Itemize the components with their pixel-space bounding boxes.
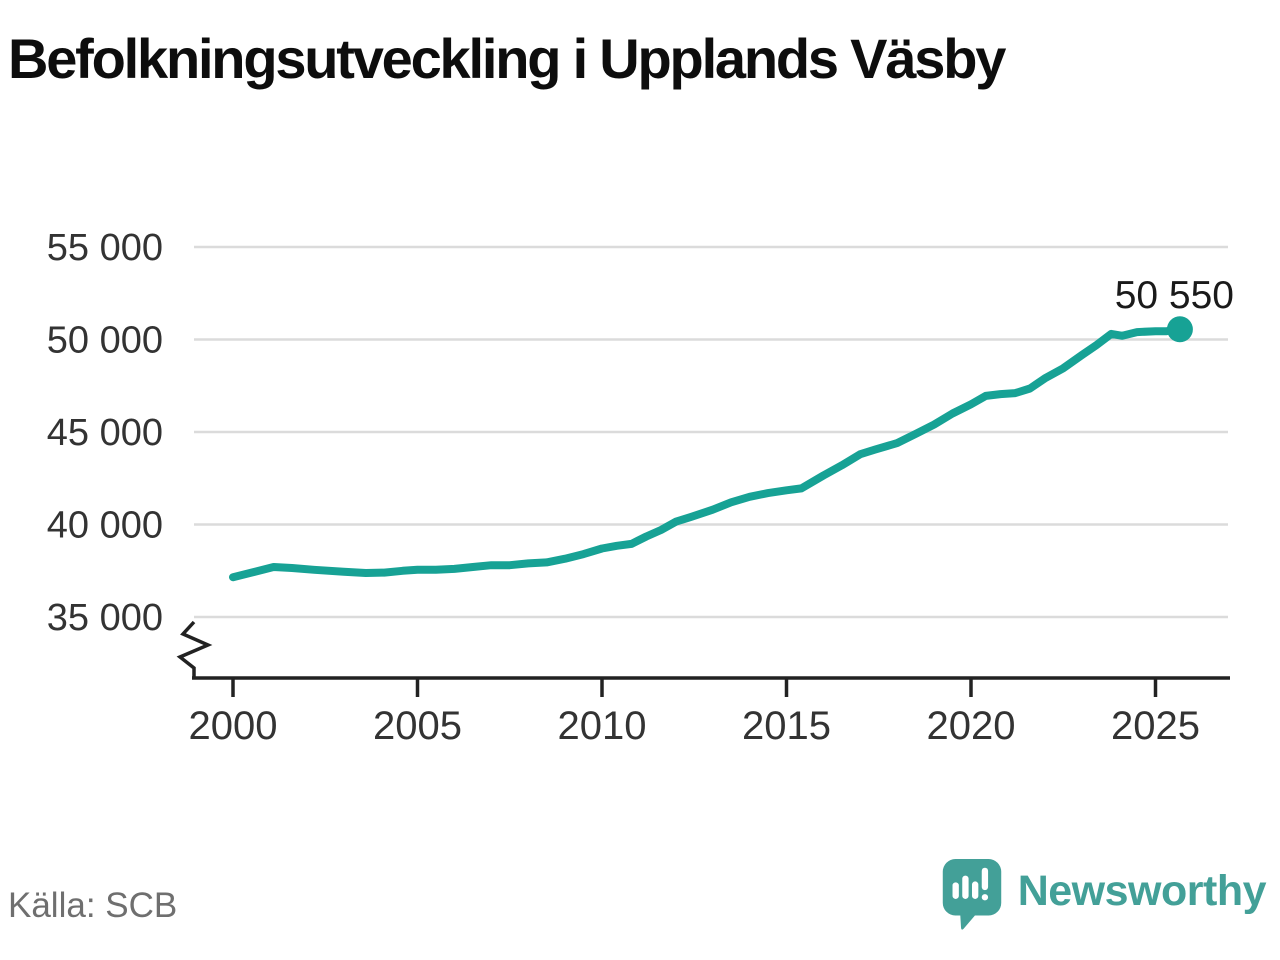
chart-title: Befolkningsutveckling i Upplands Väsby	[8, 27, 1006, 90]
y-axis-tick-label: 55 000	[47, 227, 163, 269]
y-axis-tick-label: 45 000	[47, 412, 163, 454]
newsworthy-logo: Newsworthy	[942, 858, 1267, 936]
endpoint-value-label: 50 550	[1115, 274, 1234, 317]
y-axis-tick-label: 50 000	[47, 320, 163, 362]
logo-bars-glyph	[952, 867, 988, 901]
y-axis-break	[176, 620, 213, 677]
x-axis-tick-label: 2010	[558, 704, 647, 748]
source-note: Källa: SCB	[8, 886, 178, 925]
x-axis-tick-label: 2005	[373, 704, 462, 748]
line-endpoint-dot	[1166, 316, 1193, 343]
x-axis-tick-label: 2000	[189, 704, 278, 748]
newsworthy-logo-icon	[942, 859, 1001, 930]
population-line-series	[229, 325, 1184, 582]
y-axis-tick-label: 40 000	[47, 505, 163, 547]
x-axis-tick-label: 2015	[742, 704, 831, 748]
x-axis-tick-label: 2025	[1111, 704, 1200, 748]
newsworthy-wordmark: Newsworthy	[1017, 867, 1267, 915]
y-axis-tick-label: 35 000	[47, 597, 163, 639]
x-axis-tick-label: 2020	[927, 704, 1016, 748]
